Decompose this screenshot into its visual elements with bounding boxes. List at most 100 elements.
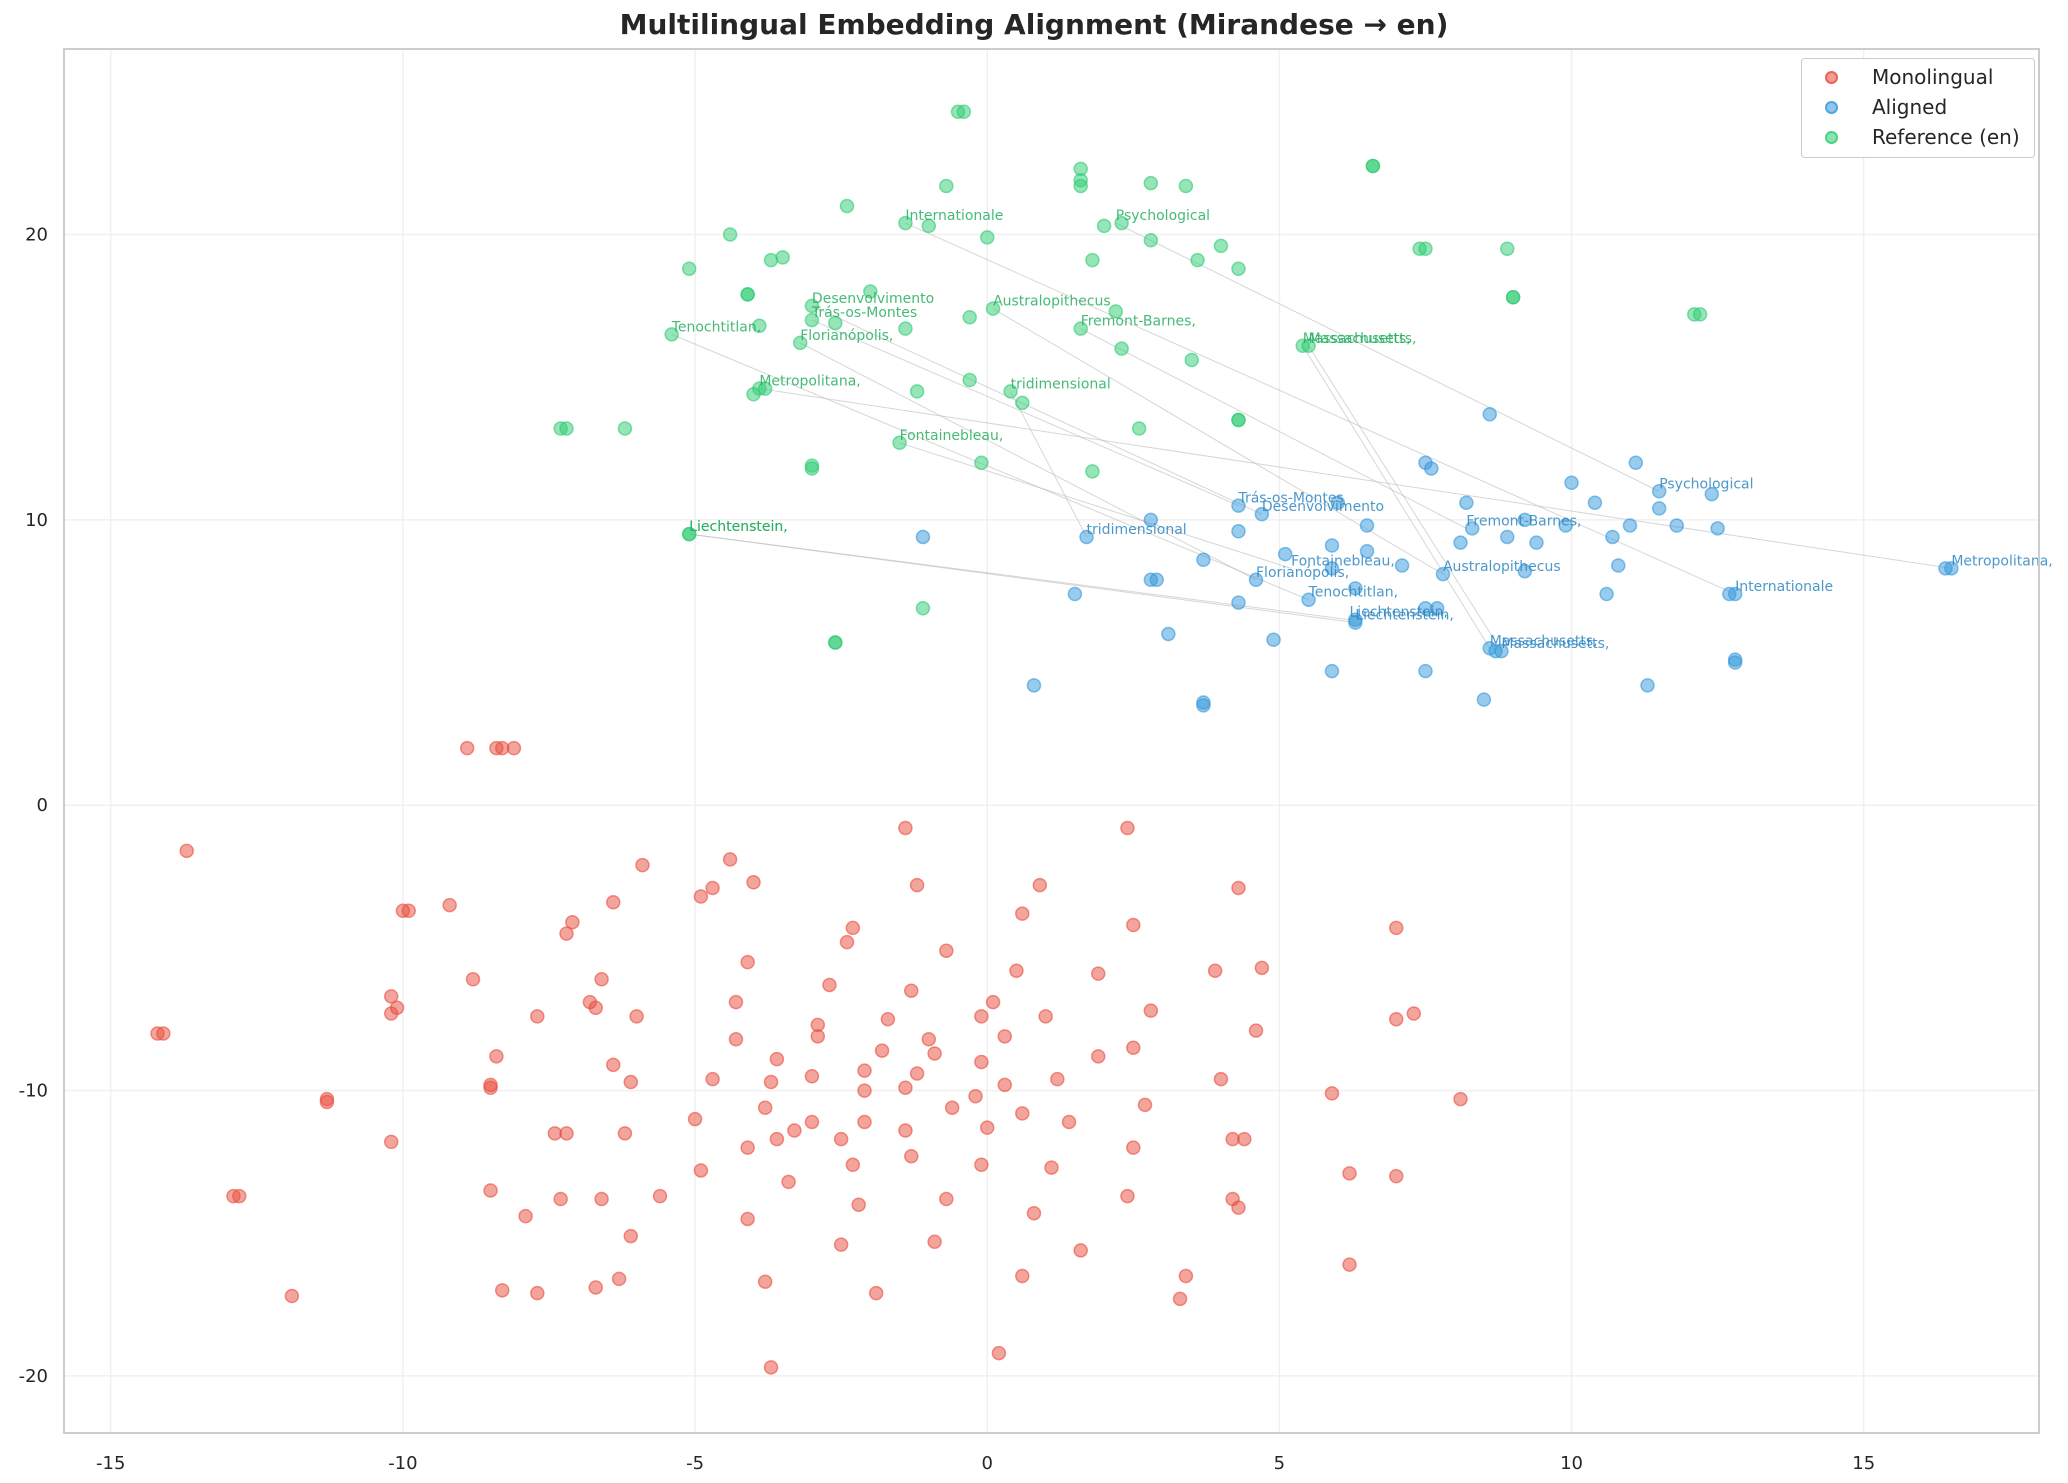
data-point (868, 1285, 884, 1301)
legend-label: Reference (en) (1872, 125, 2020, 149)
data-point (1126, 917, 1141, 933)
data-point (530, 1009, 545, 1024)
data-point (1453, 535, 1468, 550)
y-tick-label: 10 (25, 510, 48, 531)
data-point (962, 309, 977, 325)
x-tick-label: 10 (1560, 1453, 1583, 1474)
data-point (1196, 698, 1211, 713)
data-point (1494, 643, 1509, 659)
aligned-point-label: Massachusetts, (1501, 636, 1609, 652)
data-point (1131, 421, 1147, 436)
data-point (1611, 558, 1626, 573)
data-point (898, 820, 913, 836)
data-point (763, 1360, 779, 1375)
data-point (757, 1100, 773, 1115)
data-point (1184, 352, 1199, 368)
reference-point-label: Tenochtitlan, (671, 319, 761, 335)
data-point (904, 1148, 919, 1164)
data-point (1248, 1023, 1264, 1038)
x-tick-label: 5 (1274, 1453, 1285, 1474)
data-point (1038, 1009, 1053, 1024)
data-point (681, 261, 697, 276)
data-point (588, 1280, 603, 1295)
data-point (1435, 566, 1451, 582)
data-point (1324, 538, 1340, 553)
data-point (1213, 238, 1229, 254)
data-point (389, 1000, 405, 1016)
data-point (1231, 498, 1246, 513)
x-tick-label: 15 (1852, 1453, 1875, 1474)
data-point (442, 897, 457, 913)
data-point (1359, 543, 1375, 559)
aligned-point-label: Internationale (1735, 579, 1833, 595)
y-tick-label: 0 (37, 795, 48, 816)
data-point (594, 1191, 609, 1207)
data-point (1090, 1049, 1106, 1064)
data-point (1096, 218, 1112, 234)
data-point (828, 635, 843, 650)
legend-marker-icon (1825, 70, 1838, 84)
reference-point-label: Liechtenstein, (689, 519, 787, 535)
data-point (1348, 581, 1363, 596)
data-point (1032, 877, 1048, 893)
alignment-connector (1115, 222, 1660, 492)
data-point (804, 461, 820, 476)
data-point (722, 227, 738, 242)
data-point (746, 875, 761, 890)
data-point (740, 287, 755, 302)
data-point (489, 1049, 504, 1064)
data-point (1330, 495, 1346, 510)
data-point (1015, 1106, 1030, 1121)
data-point (909, 877, 925, 893)
data-point (1090, 966, 1106, 981)
data-point (1248, 572, 1264, 588)
aligned-point-label: Metropolitana, (1951, 553, 2052, 569)
data-point (1237, 1131, 1252, 1147)
data-point (1324, 1086, 1340, 1101)
data-point (681, 526, 697, 542)
data-point (997, 1029, 1013, 1044)
data-point (787, 1123, 802, 1138)
reference-point-label: Fontainebleau, (900, 428, 1004, 444)
data-point (728, 1031, 744, 1047)
data-point (757, 381, 773, 396)
data-point (553, 1191, 568, 1207)
data-point (1517, 563, 1533, 579)
data-point (781, 1174, 796, 1190)
data-point (606, 1057, 621, 1073)
alignment-connector (811, 319, 1239, 507)
alignment-connector (811, 305, 1263, 515)
data-point (465, 972, 481, 987)
data-point (1628, 455, 1644, 471)
data-points (150, 104, 1959, 1375)
data-point (687, 1111, 703, 1127)
alignment-connector (899, 442, 1292, 569)
data-point (792, 335, 808, 351)
data-point (1126, 1040, 1141, 1056)
data-point (740, 954, 755, 970)
data-point (1587, 495, 1603, 510)
data-point (874, 1043, 890, 1058)
axis-ticks: -15 -10 -5 0 5 10 15 -20 -10 0 10 20 (19, 224, 1876, 1474)
data-point (1342, 1257, 1357, 1272)
data-point (863, 284, 878, 299)
data-point (623, 1074, 639, 1090)
reference-point-label: Florianópolis, (800, 328, 893, 344)
data-point (1003, 384, 1018, 399)
data-point (1651, 484, 1667, 499)
data-point (1710, 521, 1725, 536)
data-point (1085, 464, 1100, 479)
data-point (1500, 241, 1515, 257)
plot-frame (63, 48, 2040, 1434)
reference-point-label: Trás-os-Montes (811, 305, 917, 321)
data-point (1424, 461, 1439, 476)
data-point (1061, 1114, 1077, 1130)
data-point (939, 178, 954, 194)
data-point (1459, 495, 1474, 510)
data-point (833, 1237, 849, 1252)
data-point (769, 1051, 785, 1067)
aligned-point-label: Psychological (1659, 476, 1753, 492)
data-point (1277, 546, 1293, 562)
data-point (1505, 290, 1521, 305)
